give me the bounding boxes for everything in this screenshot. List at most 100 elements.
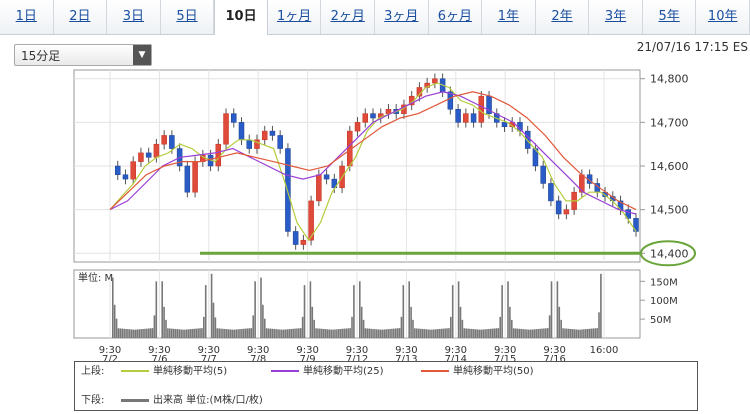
- volume-unit-label: 単位: M: [78, 271, 113, 284]
- volume-bar: [233, 329, 236, 338]
- volume-bar: [241, 328, 243, 338]
- candle-body: [161, 135, 167, 145]
- legend-box: 上段: 単純移動平均(5) 単純移動平均(25) 単純移動平均(50) 下段: …: [74, 361, 698, 411]
- x-tick-time: 9:30: [148, 345, 170, 356]
- tab-10[interactable]: 1年: [482, 0, 536, 34]
- volume-bar: [394, 328, 397, 338]
- tab-3[interactable]: 3日: [107, 0, 161, 34]
- candle-body: [223, 113, 229, 145]
- volume-bar: [385, 329, 388, 338]
- volume-bar: [149, 328, 152, 338]
- volume-bar: [522, 329, 524, 338]
- tab-12[interactable]: 3年: [589, 0, 643, 34]
- price-y-tick-label: 14,700: [650, 116, 689, 129]
- volume-bar: [127, 329, 129, 338]
- volume-bar: [176, 329, 179, 338]
- tab-11[interactable]: 2年: [536, 0, 590, 34]
- volume-bar: [393, 328, 395, 338]
- candle-body: [385, 109, 392, 114]
- candle-body: [238, 122, 245, 141]
- volume-bar: [507, 281, 509, 338]
- candle-body: [447, 91, 454, 110]
- volume-bar: [273, 328, 276, 338]
- volume-bar: [417, 328, 420, 338]
- volume-swatch: [121, 398, 149, 402]
- volume-bar: [189, 329, 192, 338]
- volume-bar: [125, 328, 127, 338]
- volume-bar: [548, 315, 551, 338]
- volume-bar: [491, 328, 494, 338]
- volume-bar: [573, 329, 576, 338]
- volume-bar: [560, 319, 562, 338]
- volume-bar: [425, 329, 428, 338]
- volume-bar: [495, 328, 498, 338]
- tab-13[interactable]: 5年: [643, 0, 697, 34]
- x-tick-date: 7/13: [395, 354, 417, 365]
- tab-4[interactable]: 5日: [161, 0, 215, 34]
- volume-bar: [529, 329, 532, 338]
- volume-bar: [235, 329, 237, 338]
- candle-body: [130, 161, 136, 180]
- volume-y-tick-label: 50M: [650, 315, 671, 326]
- volume-bar: [172, 328, 175, 338]
- volume-bar: [484, 329, 486, 338]
- candle-body: [138, 152, 144, 162]
- volume-bar: [436, 329, 439, 338]
- volume-bar: [569, 328, 572, 338]
- volume-bar: [376, 329, 378, 338]
- tab-7[interactable]: 2ヶ月: [321, 0, 375, 34]
- candle-body: [354, 122, 361, 132]
- volume-bar: [269, 328, 272, 338]
- candle-body: [153, 143, 160, 158]
- x-tick-date: 7/2: [102, 354, 118, 365]
- volume-bar: [309, 281, 312, 338]
- volume-bar: [286, 329, 289, 338]
- chevron-down-icon[interactable]: ▼: [133, 45, 151, 65]
- volume-bar: [155, 281, 158, 338]
- candle-body: [540, 165, 546, 184]
- volume-bar: [489, 328, 492, 338]
- tab-2[interactable]: 2日: [54, 0, 108, 34]
- legend-label-volume: 出来高 単位:(M株/口/枚): [153, 395, 263, 406]
- volume-bar: [199, 328, 201, 338]
- volume-bar: [336, 329, 338, 338]
- volume-bar: [279, 329, 281, 338]
- candle-body: [215, 143, 222, 167]
- tab-1[interactable]: 1日: [0, 0, 54, 34]
- interval-select[interactable]: 15分足 ▼: [14, 44, 152, 66]
- volume-bar: [197, 328, 199, 338]
- volume-bar: [586, 328, 589, 338]
- candle-body: [292, 231, 299, 245]
- volume-bar: [451, 285, 454, 338]
- volume-bar: [488, 328, 490, 338]
- legend-label-sma5: 単純移動平均(5): [153, 366, 228, 377]
- tab-5[interactable]: 10日: [214, 0, 268, 35]
- volume-bar: [246, 328, 249, 338]
- volume-bar: [427, 329, 429, 338]
- sma5-line: [109, 82, 637, 242]
- volume-bar: [400, 316, 403, 338]
- x-tick-date: 7/14: [445, 354, 467, 365]
- volume-bar: [510, 319, 513, 338]
- volume-bar: [450, 316, 452, 338]
- tab-14[interactable]: 10年: [696, 0, 750, 34]
- sma5-swatch: [121, 370, 149, 372]
- tab-6[interactable]: 1ヶ月: [268, 0, 322, 34]
- volume-bar: [497, 328, 500, 338]
- volume-bar: [299, 328, 302, 338]
- tab-8[interactable]: 3ヶ月: [375, 0, 429, 34]
- volume-bar: [349, 328, 351, 338]
- volume-bar: [444, 328, 446, 338]
- volume-bar: [528, 329, 530, 338]
- volume-bar: [292, 328, 294, 338]
- volume-bar: [225, 329, 228, 338]
- volume-bar: [509, 306, 511, 338]
- volume-bar: [227, 329, 230, 338]
- tab-9[interactable]: 6ヶ月: [429, 0, 483, 34]
- volume-bar: [339, 328, 342, 338]
- legend-lower-row: 下段: 出来高 単位:(M株/口/枚): [81, 394, 263, 408]
- volume-bar: [459, 306, 462, 338]
- volume-bar: [288, 329, 291, 338]
- volume-bar: [465, 328, 467, 338]
- candle-body: [548, 183, 554, 202]
